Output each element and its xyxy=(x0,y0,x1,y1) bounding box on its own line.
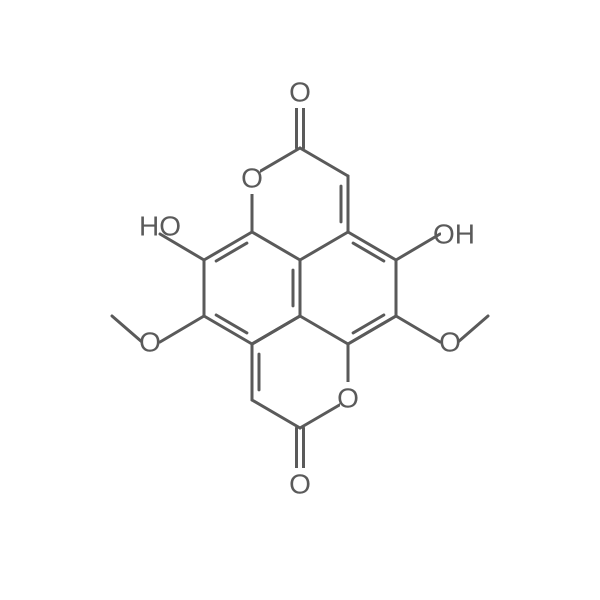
svg-text:HO: HO xyxy=(139,211,181,242)
svg-text:O: O xyxy=(439,327,461,358)
svg-text:O: O xyxy=(139,327,161,358)
bonds-layer xyxy=(112,104,488,472)
svg-text:O: O xyxy=(289,77,311,108)
svg-text:O: O xyxy=(241,163,263,194)
svg-text:OH: OH xyxy=(433,219,475,250)
svg-text:O: O xyxy=(337,383,359,414)
svg-text:O: O xyxy=(289,469,311,500)
chemical-structure-diagram: OOHOOOHOOO xyxy=(0,0,600,600)
